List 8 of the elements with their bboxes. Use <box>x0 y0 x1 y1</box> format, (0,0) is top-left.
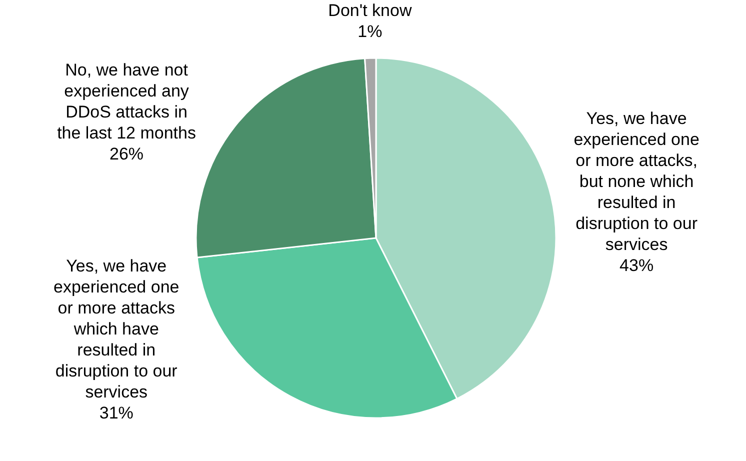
slice-label: Yes, we have experienced one or more attacks which have resulted in disruption to our services <box>54 256 180 402</box>
slice-label: Yes, we have experienced one or more attacks, but none which resulted in disruption to our services <box>574 109 700 254</box>
data-label: 43% <box>620 256 654 276</box>
data-label: 26% <box>110 144 144 164</box>
slice-label: Don't know <box>328 1 412 20</box>
data-label: 1% <box>358 22 382 42</box>
slice-label: No, we have not experienced any DDoS attacks in the last 12 months <box>57 60 196 143</box>
data-label: 31% <box>99 403 134 422</box>
